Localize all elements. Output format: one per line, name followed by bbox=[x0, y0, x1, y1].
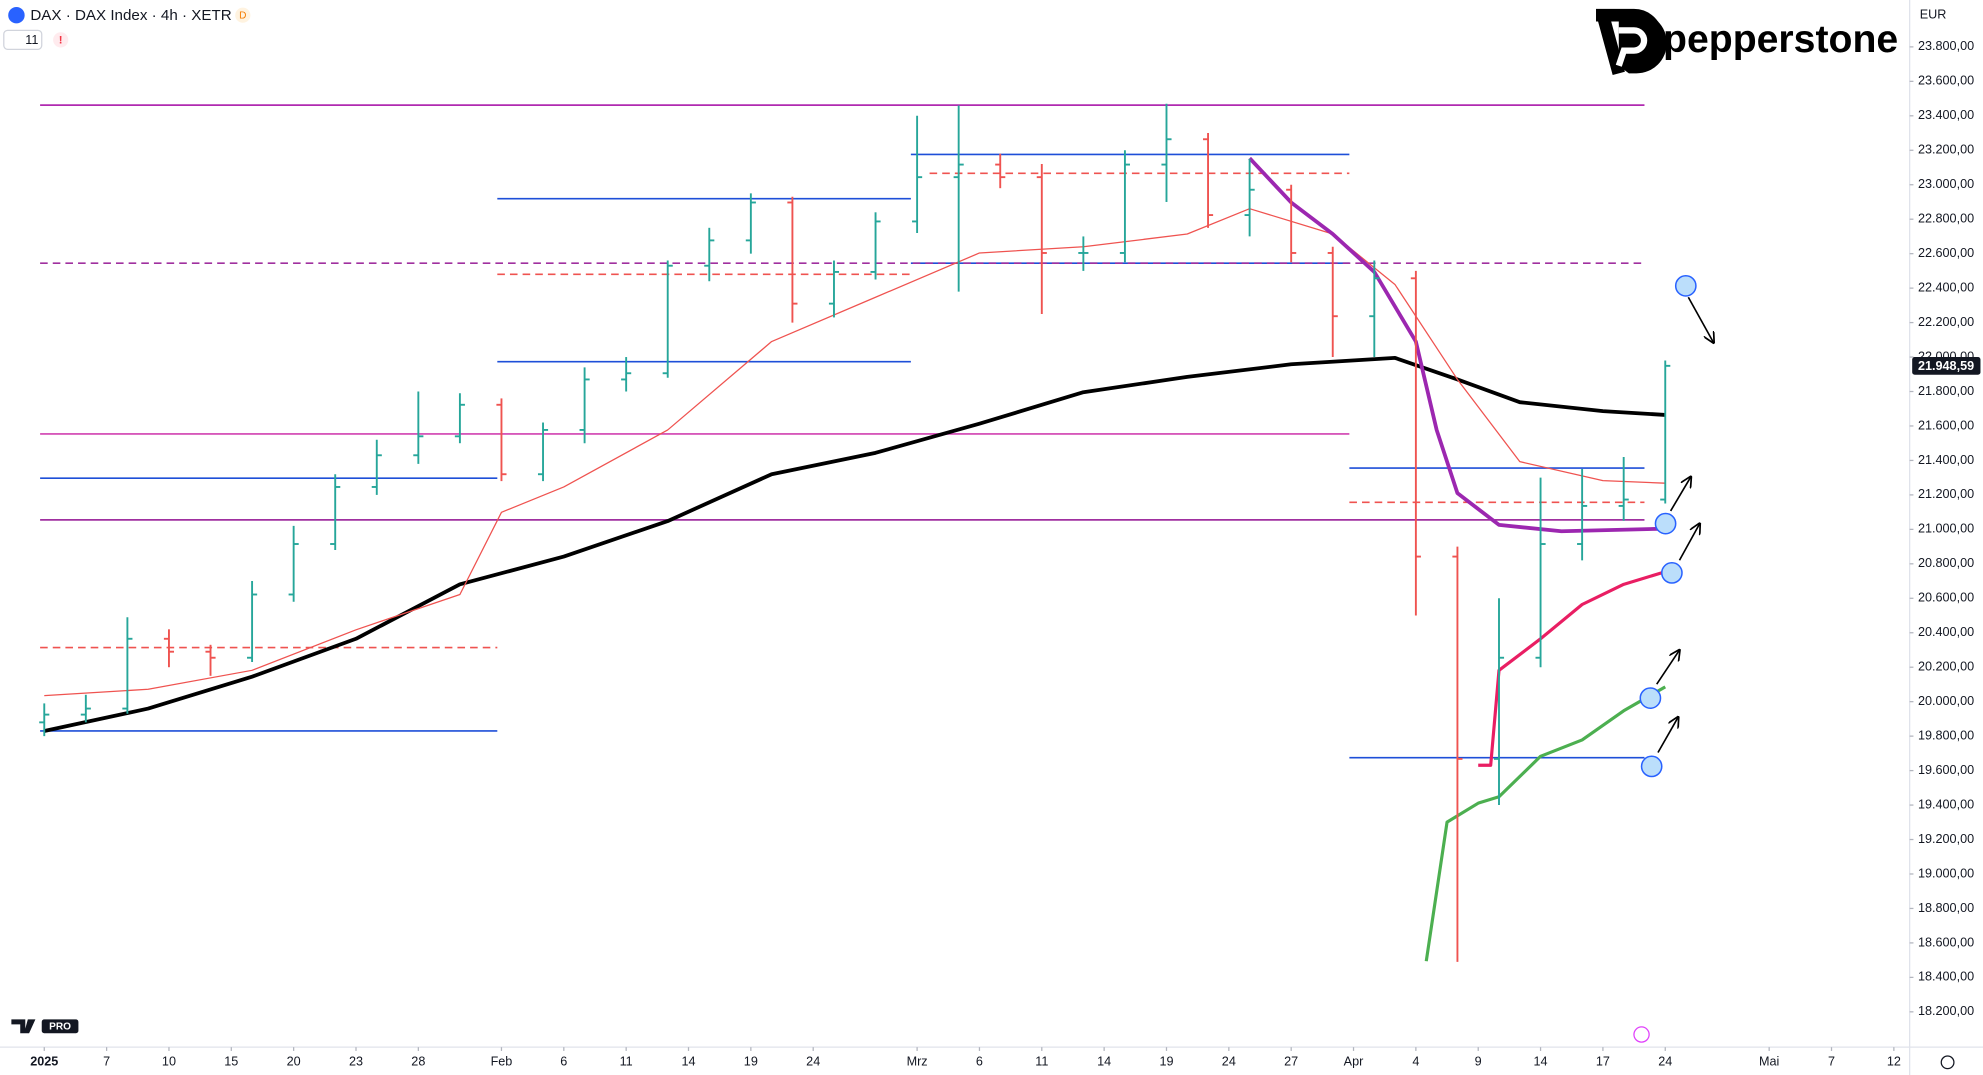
y-tick-label: 21.200,00 bbox=[1918, 487, 1974, 501]
x-tick-label: 14 bbox=[1534, 1055, 1548, 1069]
y-tick-label: 19.000,00 bbox=[1918, 866, 1974, 880]
x-tick-label: 24 bbox=[1658, 1055, 1672, 1069]
y-tick-label: 23.400,00 bbox=[1918, 108, 1974, 122]
y-tick-label: 18.200,00 bbox=[1918, 1004, 1974, 1018]
x-tick-label: 15 bbox=[224, 1055, 238, 1069]
settings-icon[interactable] bbox=[1940, 1055, 1955, 1070]
y-tick-label: 21.400,00 bbox=[1918, 453, 1974, 467]
marker-circle bbox=[1661, 562, 1683, 584]
y-tick-label: 23.600,00 bbox=[1918, 74, 1974, 88]
x-tick-label: 10 bbox=[162, 1055, 176, 1069]
arrows bbox=[1656, 296, 1714, 753]
indicator-count[interactable]: 11 bbox=[25, 33, 38, 47]
indicator-line bbox=[1248, 156, 1666, 534]
last-price-bg bbox=[1912, 357, 1981, 375]
y-tick-label: 20.200,00 bbox=[1918, 660, 1974, 674]
x-tick-label: 7 bbox=[1828, 1055, 1835, 1069]
x-tick-label: 17 bbox=[1596, 1055, 1610, 1069]
badge-bg bbox=[235, 7, 251, 23]
y-tick-label: 19.800,00 bbox=[1918, 728, 1974, 742]
x-tick-label: Mai bbox=[1759, 1055, 1779, 1069]
x-tick-label: Apr bbox=[1344, 1055, 1364, 1069]
y-tick-label: 23.200,00 bbox=[1918, 143, 1974, 157]
y-tick-label: 21.600,00 bbox=[1918, 418, 1974, 432]
x-tick-label: 12 bbox=[1887, 1055, 1901, 1069]
x-tick-label: 28 bbox=[411, 1055, 425, 1069]
arrow bbox=[1687, 296, 1713, 343]
x-tick-label: 7 bbox=[103, 1055, 110, 1069]
y-tick-label: 20.800,00 bbox=[1918, 556, 1974, 570]
brand-name: pepperstone bbox=[1663, 18, 1898, 61]
y-tick-label: 19.600,00 bbox=[1918, 763, 1974, 777]
x-tick-label: 24 bbox=[806, 1055, 820, 1069]
x-tick-label: 11 bbox=[1035, 1055, 1048, 1069]
x-tick-label: 24 bbox=[1222, 1055, 1236, 1069]
tv-pro-bg bbox=[41, 1019, 79, 1034]
x-tick-label: 2025 bbox=[30, 1055, 58, 1069]
y-tick-label: 22.600,00 bbox=[1918, 246, 1974, 260]
x-tick-label: 9 bbox=[1475, 1055, 1482, 1069]
y-tick-label: 22.800,00 bbox=[1918, 212, 1974, 226]
tv-pro: PRO bbox=[49, 1022, 71, 1033]
y-tick-label: 19.200,00 bbox=[1918, 832, 1974, 846]
symbol-icon[interactable] bbox=[8, 6, 25, 24]
indicator-line bbox=[44, 208, 1666, 697]
alert: ! bbox=[59, 34, 63, 46]
symbol-title[interactable]: DAX · DAX Index · 4h · XETR bbox=[30, 7, 231, 24]
x-tick-label: 4 bbox=[1412, 1055, 1419, 1069]
x-tick-label: 23 bbox=[349, 1055, 363, 1069]
x-tick-label: 19 bbox=[1159, 1055, 1173, 1069]
marker-circle bbox=[1640, 755, 1663, 778]
indicator-toggle[interactable] bbox=[3, 29, 43, 50]
x-tick-label: 20 bbox=[287, 1055, 301, 1069]
tv-logo bbox=[11, 1019, 36, 1034]
arrow bbox=[1678, 524, 1699, 561]
y-tick-label: 18.400,00 bbox=[1918, 970, 1974, 984]
arrow bbox=[1669, 477, 1691, 512]
y-tick-label: 23.000,00 bbox=[1918, 177, 1974, 191]
y-tick-label: 21.800,00 bbox=[1918, 384, 1974, 398]
currency[interactable]: EUR bbox=[1920, 8, 1947, 22]
x-tick-label: 6 bbox=[976, 1055, 983, 1069]
x-tick-label: Feb bbox=[491, 1055, 513, 1069]
x-tick-label: Mrz bbox=[907, 1055, 928, 1069]
y-tick-label: 22.200,00 bbox=[1918, 315, 1974, 329]
y-tick-label: 23.800,00 bbox=[1918, 39, 1974, 53]
y-tick-label: 19.400,00 bbox=[1918, 797, 1974, 811]
marker-circle bbox=[1674, 274, 1697, 297]
y-tick-label: 20.400,00 bbox=[1918, 625, 1974, 639]
x-tick-label: 19 bbox=[744, 1055, 758, 1069]
y-tick-label: 18.600,00 bbox=[1918, 935, 1974, 949]
x-tick-label: 6 bbox=[560, 1055, 567, 1069]
annotations bbox=[1639, 274, 1697, 778]
marker-circle bbox=[1654, 512, 1677, 535]
x-tick-label: 14 bbox=[1097, 1055, 1111, 1069]
last-price: 21.948,59 bbox=[1918, 359, 1974, 373]
y-tick-label: 20.600,00 bbox=[1918, 591, 1974, 605]
plot-area bbox=[39, 103, 1671, 962]
x-tick-label: 14 bbox=[681, 1055, 695, 1069]
brand-logo-p bbox=[1615, 27, 1648, 67]
indicator-line bbox=[1424, 685, 1667, 962]
alert-bg bbox=[53, 32, 69, 48]
x-tick-label: 11 bbox=[620, 1055, 633, 1069]
y-tick-label: 22.400,00 bbox=[1918, 280, 1974, 294]
arrow bbox=[1656, 650, 1680, 685]
y-tick-label: 20.000,00 bbox=[1918, 694, 1974, 708]
lightning-icon[interactable] bbox=[1633, 1026, 1650, 1043]
y-tick-label: 21.000,00 bbox=[1918, 522, 1974, 536]
arrow bbox=[1657, 717, 1678, 753]
badge: D bbox=[239, 10, 246, 21]
marker-circle bbox=[1639, 687, 1662, 709]
indicator-line bbox=[43, 356, 1666, 733]
y-tick-label: 18.800,00 bbox=[1918, 901, 1974, 915]
x-tick-label: 27 bbox=[1284, 1055, 1298, 1069]
